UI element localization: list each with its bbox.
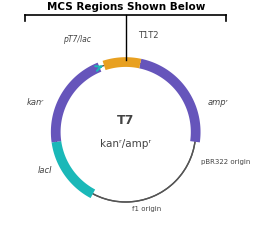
Text: T1T2: T1T2: [138, 31, 159, 40]
Text: ampʳ: ampʳ: [208, 98, 229, 107]
Text: MCS Regions Shown Below: MCS Regions Shown Below: [47, 2, 205, 12]
Text: kanʳ/ampʳ: kanʳ/ampʳ: [100, 139, 151, 149]
Text: pT7/lac: pT7/lac: [63, 35, 91, 44]
Text: kanʳ: kanʳ: [27, 98, 44, 107]
Text: T7: T7: [117, 114, 134, 127]
Text: pBR322 origin: pBR322 origin: [202, 159, 251, 165]
Text: f1 origin: f1 origin: [132, 206, 161, 212]
Text: lacI: lacI: [38, 166, 53, 175]
